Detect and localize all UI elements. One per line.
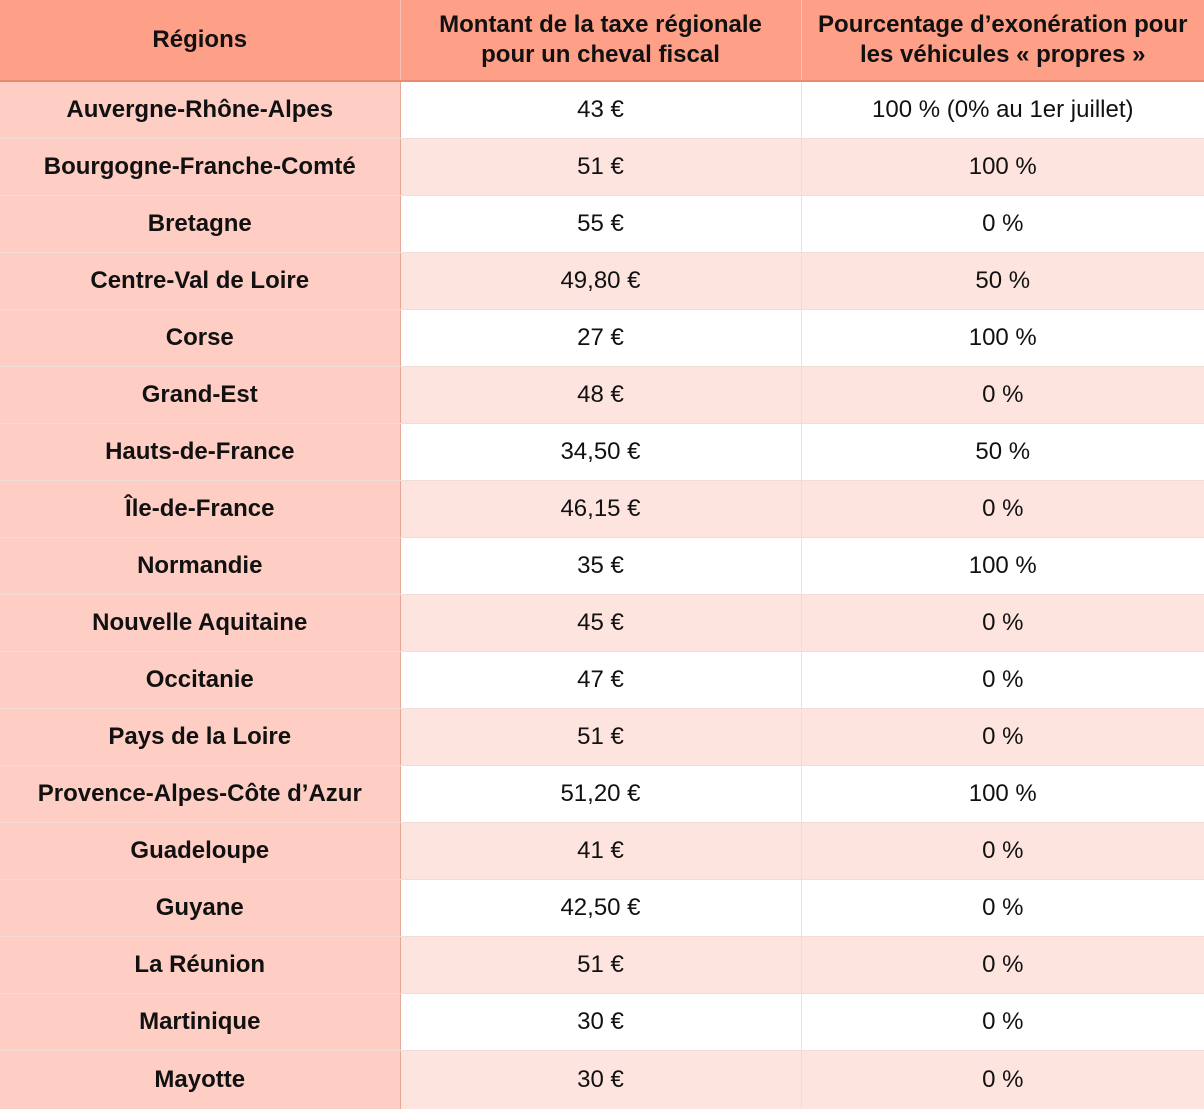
exemption-cell: 50 % xyxy=(801,424,1204,481)
header-tax-amount: Montant de la taxe régionale pour un che… xyxy=(400,0,801,81)
tax-amount-cell: 43 € xyxy=(400,81,801,139)
tax-amount-cell: 51 € xyxy=(400,709,801,766)
region-cell: Île-de-France xyxy=(0,481,400,538)
exemption-cell: 100 % (0% au 1er juillet) xyxy=(801,81,1204,139)
exemption-cell: 100 % xyxy=(801,538,1204,595)
exemption-cell: 50 % xyxy=(801,253,1204,310)
tax-amount-cell: 41 € xyxy=(400,823,801,880)
exemption-cell: 0 % xyxy=(801,880,1204,937)
region-cell: Occitanie xyxy=(0,652,400,709)
header-row: Régions Montant de la taxe régionale pou… xyxy=(0,0,1204,81)
region-cell: Guyane xyxy=(0,880,400,937)
region-cell: Pays de la Loire xyxy=(0,709,400,766)
tax-amount-cell: 45 € xyxy=(400,595,801,652)
tax-amount-cell: 30 € xyxy=(400,994,801,1051)
tax-amount-cell: 51 € xyxy=(400,937,801,994)
tax-amount-cell: 30 € xyxy=(400,1051,801,1109)
region-cell: Corse xyxy=(0,310,400,367)
exemption-cell: 0 % xyxy=(801,937,1204,994)
table-header: Régions Montant de la taxe régionale pou… xyxy=(0,0,1204,81)
region-cell: Centre-Val de Loire xyxy=(0,253,400,310)
exemption-cell: 0 % xyxy=(801,196,1204,253)
tax-amount-cell: 35 € xyxy=(400,538,801,595)
tax-amount-cell: 48 € xyxy=(400,367,801,424)
header-exemption-text: Pourcentage d’exonération pour les véhic… xyxy=(813,10,1193,70)
tax-amount-cell: 51,20 € xyxy=(400,766,801,823)
exemption-cell: 0 % xyxy=(801,481,1204,538)
region-cell: Normandie xyxy=(0,538,400,595)
tax-amount-cell: 27 € xyxy=(400,310,801,367)
region-cell: Guadeloupe xyxy=(0,823,400,880)
header-exemption: Pourcentage d’exonération pour les véhic… xyxy=(801,0,1204,81)
region-cell: La Réunion xyxy=(0,937,400,994)
region-cell: Provence-Alpes-Côte d’Azur xyxy=(0,766,400,823)
tax-amount-cell: 46,15 € xyxy=(400,481,801,538)
exemption-cell: 100 % xyxy=(801,310,1204,367)
exemption-cell: 100 % xyxy=(801,766,1204,823)
exemption-cell: 0 % xyxy=(801,994,1204,1051)
region-cell: Bretagne xyxy=(0,196,400,253)
tax-amount-cell: 55 € xyxy=(400,196,801,253)
region-cell: Nouvelle Aquitaine xyxy=(0,595,400,652)
region-cell: Martinique xyxy=(0,994,400,1051)
exemption-cell: 0 % xyxy=(801,595,1204,652)
tax-amount-cell: 34,50 € xyxy=(400,424,801,481)
exemption-cell: 0 % xyxy=(801,652,1204,709)
region-cell: Grand-Est xyxy=(0,367,400,424)
region-cell: Auvergne-Rhône-Alpes xyxy=(0,81,400,139)
region-cell: Hauts-de-France xyxy=(0,424,400,481)
exemption-cell: 0 % xyxy=(801,1051,1204,1109)
header-tax-amount-text: Montant de la taxe régionale pour un che… xyxy=(421,10,781,70)
tax-amount-cell: 42,50 € xyxy=(400,880,801,937)
header-regions: Régions xyxy=(0,0,400,81)
tax-amount-cell: 49,80 € xyxy=(400,253,801,310)
tax-amount-cell: 47 € xyxy=(400,652,801,709)
exemption-cell: 0 % xyxy=(801,367,1204,424)
tax-amount-cell: 51 € xyxy=(400,139,801,196)
exemption-cell: 0 % xyxy=(801,823,1204,880)
region-cell: Mayotte xyxy=(0,1051,400,1109)
exemption-cell: 0 % xyxy=(801,709,1204,766)
exemption-cell: 100 % xyxy=(801,139,1204,196)
region-cell: Bourgogne-Franche-Comté xyxy=(0,139,400,196)
